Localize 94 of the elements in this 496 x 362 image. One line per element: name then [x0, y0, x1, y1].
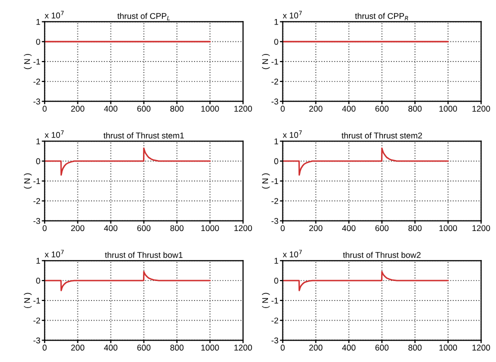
- y-tick-label: -1: [272, 58, 278, 65]
- x-tick-label: 200: [309, 344, 322, 351]
- text: x 10$^{7}$: [282, 250, 302, 258]
- line-series: [44, 270, 211, 292]
- x-tick-label: 1000: [439, 106, 457, 112]
- text: x 10$^{7}$: [44, 250, 64, 258]
- y-tick-label: 0: [36, 38, 40, 45]
- y-tick-label: -3: [272, 98, 278, 104]
- x-tick-label: 200: [71, 225, 84, 232]
- x-tick-label: 0: [280, 225, 285, 232]
- text: x 10$^{7}$: [282, 10, 302, 18]
- x-tick-label: 400: [342, 225, 356, 232]
- line-series: [44, 147, 211, 176]
- chart-title: thrust of Thrust bow2: [342, 252, 421, 258]
- y-axis-title: ( N ): [262, 54, 270, 70]
- y-tick-label: 0: [274, 158, 278, 164]
- line-series: [282, 270, 449, 292]
- x-tick-label: 1200: [234, 225, 252, 232]
- x-tick-label: 800: [408, 225, 422, 232]
- y-tick-label: 1: [274, 138, 278, 144]
- y-tick-label: -2: [33, 198, 40, 204]
- x-tick-label: 0: [42, 106, 47, 112]
- x-tick-label: 200: [309, 106, 322, 112]
- y-tick-label: -2: [33, 78, 40, 84]
- y-axis-title: ( N ): [262, 173, 270, 189]
- x-tick-label: 400: [342, 106, 356, 112]
- y-tick-label: -1: [33, 178, 40, 184]
- x-tick-label: 600: [375, 344, 389, 351]
- x-tick-label: 600: [137, 106, 150, 112]
- x-tick-label: 200: [71, 106, 84, 112]
- y-tick-label: -1: [272, 178, 278, 184]
- x-tick-label: 1200: [472, 106, 490, 112]
- x-tick-label: 200: [71, 344, 84, 351]
- text: x 10$^{7}$: [44, 130, 64, 138]
- x-tick-label: 800: [408, 106, 422, 112]
- x-tick-label: 600: [375, 106, 389, 112]
- x-tick-label: 1000: [201, 106, 219, 112]
- x-tick-label: 1200: [234, 344, 252, 351]
- y-axis-title: ( N ): [24, 54, 32, 70]
- line-series: [282, 147, 449, 176]
- x-tick-label: 1000: [201, 225, 219, 232]
- text: x 10$^{7}$: [44, 10, 64, 18]
- y-tick-label: 1: [274, 19, 278, 25]
- y-axis-title: ( N ): [262, 292, 270, 308]
- y-tick-label: -1: [272, 298, 278, 304]
- y-tick-label: -2: [272, 318, 278, 324]
- chart-title: thrust of Thrust stem2: [342, 132, 422, 138]
- y-tick-label: -3: [33, 98, 40, 104]
- y-tick-label: -3: [272, 337, 278, 344]
- y-tick-label: -2: [272, 78, 278, 84]
- x-tick-label: 400: [342, 344, 356, 351]
- x-tick-label: 0: [42, 225, 47, 232]
- x-tick-label: 1200: [234, 106, 252, 112]
- x-tick-label: 0: [42, 344, 47, 351]
- y-tick-label: 1: [36, 19, 40, 25]
- x-tick-label: 1200: [472, 225, 490, 232]
- x-tick-label: 400: [104, 225, 118, 232]
- y-tick-label: -2: [33, 318, 40, 324]
- x-tick-label: 400: [104, 344, 118, 351]
- text: x 10$^{7}$: [282, 130, 302, 138]
- y-tick-label: 0: [36, 158, 40, 164]
- y-axis-title: ( N ): [24, 292, 32, 308]
- x-tick-label: 0: [280, 344, 285, 351]
- y-tick-label: -1: [33, 58, 40, 65]
- x-tick-label: 1000: [201, 344, 219, 351]
- chart-title: thrust of CPP$_{R}$: [355, 12, 408, 20]
- y-tick-label: -3: [33, 337, 40, 344]
- y-tick-label: -2: [272, 198, 278, 204]
- y-tick-label: 0: [274, 38, 278, 45]
- x-tick-label: 1200: [472, 344, 490, 351]
- x-tick-label: 800: [170, 344, 184, 351]
- x-tick-label: 0: [280, 106, 285, 112]
- y-tick-label: 1: [36, 258, 40, 264]
- x-tick-label: 1000: [439, 344, 457, 351]
- x-tick-label: 800: [408, 344, 422, 351]
- x-tick-label: 800: [170, 106, 184, 112]
- chart-title: thrust of Thrust stem1: [104, 132, 184, 138]
- chart-title: thrust of Thrust bow1: [104, 252, 182, 258]
- x-tick-label: 1000: [439, 225, 457, 232]
- y-tick-label: -1: [33, 298, 40, 304]
- y-tick-label: -3: [272, 218, 278, 224]
- x-tick-label: 200: [309, 225, 322, 232]
- x-tick-label: 600: [137, 225, 150, 232]
- y-axis-title: ( N ): [24, 173, 32, 189]
- y-tick-label: -3: [33, 218, 40, 224]
- y-tick-label: 0: [274, 278, 278, 284]
- y-tick-label: 1: [36, 138, 40, 144]
- x-tick-label: 800: [170, 225, 184, 232]
- y-tick-label: 0: [36, 278, 40, 284]
- x-tick-label: 600: [375, 225, 389, 232]
- chart-title: thrust of CPP$_{L}$: [117, 12, 170, 20]
- y-tick-label: 1: [274, 258, 278, 264]
- x-tick-label: 600: [137, 344, 150, 351]
- x-tick-label: 400: [104, 106, 118, 112]
